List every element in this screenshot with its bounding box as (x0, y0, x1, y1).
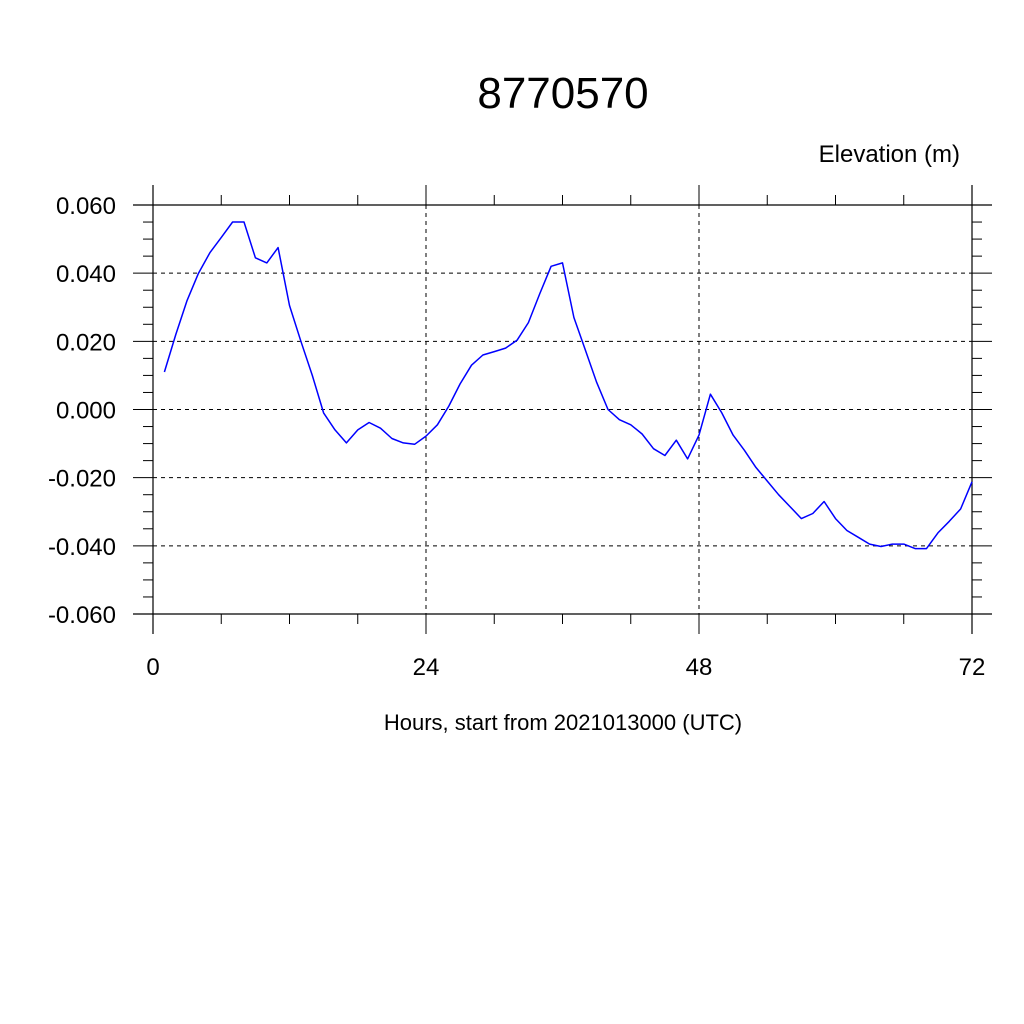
y-axis-label: Elevation (m) (819, 141, 960, 168)
chart-title: 8770570 (477, 69, 648, 118)
series-line (163, 221, 973, 550)
x-axis-label: Hours, start from 2021013000 (UTC) (384, 710, 742, 735)
axis-ticks: 0.060 0.040 0.020 0.000 -0.020 -0.040 -0.060 0 2… (48, 185, 992, 681)
x-tick-label: 72 (959, 654, 986, 681)
y-tick-label: 0.060 (56, 193, 116, 220)
y-tick-label: 0.040 (56, 261, 116, 288)
data-series (163, 221, 973, 550)
y-tick-label: -0.020 (48, 466, 116, 493)
y-tick-label: -0.040 (48, 534, 116, 561)
y-tick-label: 0.000 (56, 398, 116, 425)
x-tick-label: 48 (686, 654, 713, 681)
x-tick-label: 0 (146, 654, 159, 681)
grid-lines (153, 205, 972, 614)
y-tick-label: -0.060 (48, 602, 116, 629)
y-tick-label: 0.020 (56, 329, 116, 356)
x-tick-label: 24 (413, 654, 440, 681)
